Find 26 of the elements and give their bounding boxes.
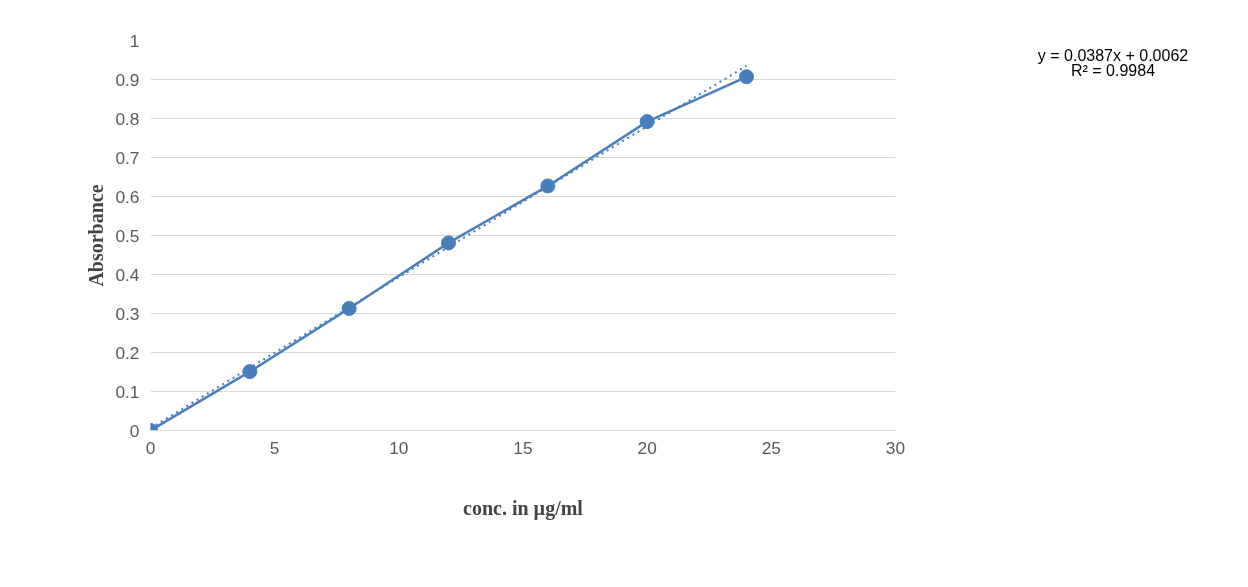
y-tick-label: 0.8 [115, 108, 140, 129]
x-tick-label: 20 [637, 437, 657, 458]
y-tick-label: 0.5 [115, 225, 140, 246]
x-tick-label: 5 [269, 437, 280, 458]
y-tick-label: 0.7 [115, 147, 140, 168]
x-tick-label: 25 [761, 437, 781, 458]
point [242, 364, 258, 380]
y-tick-label: 0.4 [115, 264, 140, 285]
y-tick-label: 1 [129, 30, 140, 51]
y-axis-title: Absorbance [85, 184, 108, 287]
y-tick-label: 0.2 [115, 342, 140, 363]
point [739, 69, 754, 85]
x-tick-label: 0 [145, 437, 156, 458]
y-tick-label: 0 [129, 420, 140, 441]
x-axis-title: conc. in µg/ml [463, 496, 584, 520]
y-tick-label: 0.6 [115, 186, 140, 207]
y-tick-label: 0.3 [115, 303, 140, 324]
point [441, 235, 456, 251]
point [341, 300, 357, 316]
y-tick-label: 0.9 [115, 69, 140, 90]
point [639, 114, 655, 130]
x-tick-label: 15 [513, 437, 533, 458]
y-tick-label: 0.1 [115, 381, 140, 402]
x-tick-label: 10 [389, 437, 409, 458]
point [540, 178, 556, 194]
x-tick-label: 30 [885, 437, 906, 458]
